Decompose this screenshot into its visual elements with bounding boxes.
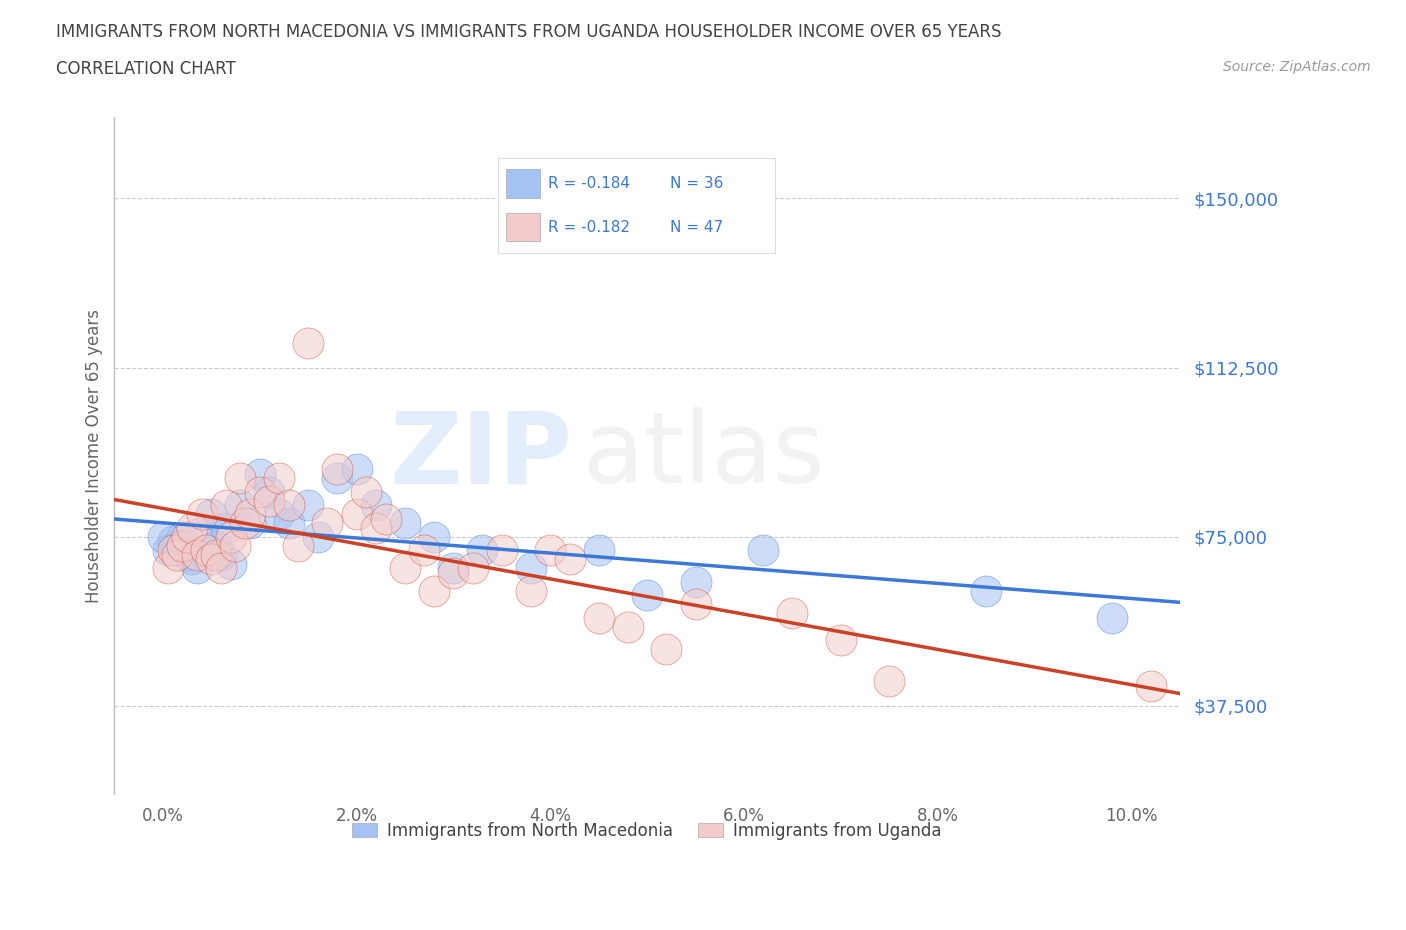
Point <box>1101 610 1123 625</box>
Point <box>152 529 174 544</box>
Point <box>1139 678 1161 693</box>
Point <box>267 471 290 485</box>
Point <box>249 485 271 499</box>
Text: IMMIGRANTS FROM NORTH MACEDONIA VS IMMIGRANTS FROM UGANDA HOUSEHOLDER INCOME OVE: IMMIGRANTS FROM NORTH MACEDONIA VS IMMIG… <box>56 23 1001 41</box>
Point <box>326 471 349 485</box>
Text: atlas: atlas <box>583 407 825 504</box>
Point <box>655 642 678 657</box>
Point <box>209 561 232 576</box>
Point <box>162 543 184 558</box>
Point <box>423 529 446 544</box>
Point <box>200 507 222 522</box>
Point <box>239 516 262 531</box>
Point <box>297 498 319 512</box>
Point <box>877 673 900 688</box>
Point <box>215 498 238 512</box>
Point <box>176 529 198 544</box>
Point <box>156 543 179 558</box>
Point <box>830 633 852 648</box>
Point <box>974 583 997 598</box>
Point <box>297 336 319 351</box>
Point <box>354 485 377 499</box>
Text: ZIP: ZIP <box>389 407 572 504</box>
Point <box>156 561 179 576</box>
Point <box>782 606 804 621</box>
Point <box>219 556 242 571</box>
Y-axis label: Householder Income Over 65 years: Householder Income Over 65 years <box>86 309 103 603</box>
Point <box>267 507 290 522</box>
Point <box>491 543 513 558</box>
Point <box>538 543 561 558</box>
Point <box>364 520 387 535</box>
Point <box>233 516 256 531</box>
Point <box>176 548 198 563</box>
Point <box>558 551 581 566</box>
Point <box>209 548 232 563</box>
Text: CORRELATION CHART: CORRELATION CHART <box>56 60 236 78</box>
Point <box>752 543 775 558</box>
Point <box>588 543 610 558</box>
Point <box>239 507 262 522</box>
Point <box>172 529 194 544</box>
Point <box>346 461 368 476</box>
Point <box>186 561 208 576</box>
Point <box>423 583 446 598</box>
Point <box>205 548 228 563</box>
Point <box>205 538 228 553</box>
Point <box>471 543 494 558</box>
Point <box>374 512 396 526</box>
Point <box>180 520 202 535</box>
Point <box>461 561 484 576</box>
Point <box>180 551 202 566</box>
Point <box>277 516 299 531</box>
Point <box>259 485 281 499</box>
Point <box>224 538 246 553</box>
Point <box>636 588 658 603</box>
Point <box>685 597 707 612</box>
Point <box>277 498 299 512</box>
Point <box>200 551 222 566</box>
Point <box>616 619 638 634</box>
Point <box>249 466 271 481</box>
Point <box>219 529 242 544</box>
Point <box>394 561 416 576</box>
Point <box>588 610 610 625</box>
Point <box>326 461 349 476</box>
Point <box>307 529 329 544</box>
Point <box>186 548 208 563</box>
Point <box>166 548 188 563</box>
Point <box>190 525 212 539</box>
Point <box>520 583 543 598</box>
Point <box>287 538 309 553</box>
Point <box>172 538 194 553</box>
Point <box>229 498 252 512</box>
Point <box>346 507 368 522</box>
Point <box>413 543 436 558</box>
Point <box>190 507 212 522</box>
Point <box>364 498 387 512</box>
Point <box>520 561 543 576</box>
Point <box>316 516 339 531</box>
Point <box>166 538 188 553</box>
Legend: Immigrants from North Macedonia, Immigrants from Uganda: Immigrants from North Macedonia, Immigra… <box>346 815 949 846</box>
Point <box>229 471 252 485</box>
Point <box>441 561 464 576</box>
Point <box>394 516 416 531</box>
Point <box>162 534 184 549</box>
Point <box>215 520 238 535</box>
Point <box>195 543 218 558</box>
Point <box>259 493 281 508</box>
Point <box>441 565 464 580</box>
Point <box>685 575 707 590</box>
Text: Source: ZipAtlas.com: Source: ZipAtlas.com <box>1223 60 1371 74</box>
